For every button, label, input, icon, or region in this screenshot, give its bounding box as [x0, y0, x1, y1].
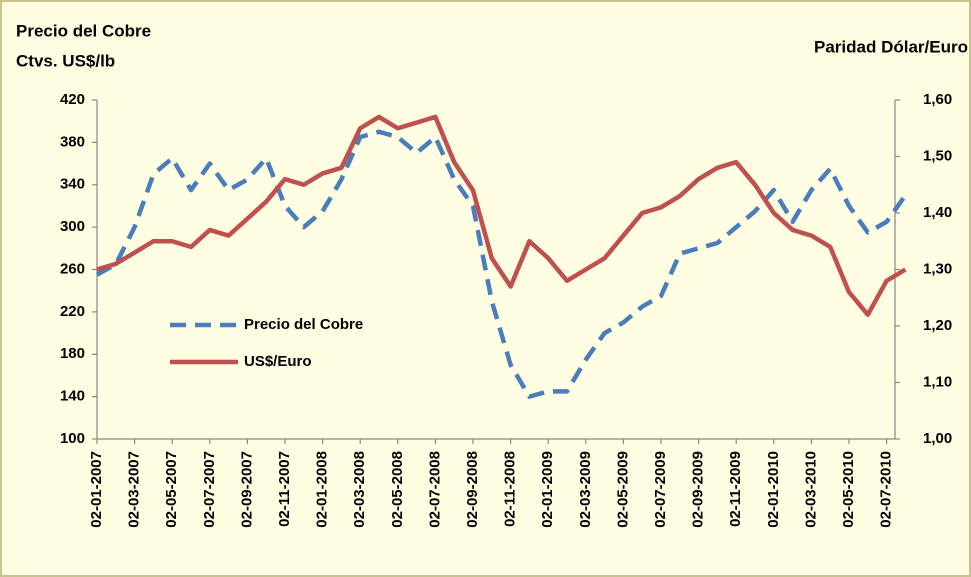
x-tick-label: 02-07-2007 — [201, 451, 218, 528]
y2-tick-label: 1,50 — [923, 147, 952, 164]
y-tick-label: 340 — [60, 176, 85, 193]
x-tick-label: 02-09-2009 — [690, 451, 707, 528]
y-tick-label: 100 — [60, 430, 85, 447]
y2-tick-label: 1,20 — [923, 317, 952, 334]
y-tick-label: 180 — [60, 345, 85, 362]
x-tick-label: 02-07-2008 — [426, 451, 443, 528]
x-tick-label: 02-09-2008 — [464, 451, 481, 528]
y2-tick-label: 1,00 — [923, 430, 952, 447]
x-tick-label: 02-05-2009 — [614, 451, 631, 528]
legend-label: Precio del Cobre — [244, 316, 363, 333]
x-tick-label: 02-05-2008 — [389, 451, 406, 528]
y-tick-label: 260 — [60, 260, 85, 277]
series-line — [95, 129, 908, 399]
y2-tick-label: 1,10 — [923, 373, 952, 390]
y-axis-title: Precio del Cobre — [16, 21, 151, 40]
y-tick-label: 380 — [60, 133, 85, 150]
x-tick-label: 02-03-2009 — [577, 451, 594, 528]
y2-tick-label: 1,60 — [923, 91, 952, 108]
x-tick-label: 02-03-2007 — [126, 451, 143, 528]
y-axis-unit: Ctvs. US$/lb — [16, 51, 115, 70]
x-tick-label: 02-01-2007 — [88, 451, 105, 528]
x-tick-label: 02-01-2008 — [314, 451, 331, 528]
x-tick-label: 02-07-2009 — [652, 451, 669, 528]
x-tick-label: 02-01-2010 — [765, 451, 782, 528]
x-tick-label: 02-11-2008 — [502, 451, 519, 527]
x-tick-label: 02-01-2009 — [539, 451, 556, 528]
x-tick-label: 02-11-2007 — [276, 451, 293, 527]
x-tick-label: 02-05-2010 — [840, 451, 857, 528]
y2-axis-title: Paridad Dólar/Euro — [814, 37, 968, 56]
y2-tick-label: 1,40 — [923, 204, 952, 221]
y-tick-label: 220 — [60, 303, 85, 320]
x-tick-label: 02-05-2007 — [163, 451, 180, 528]
y-tick-label: 140 — [60, 388, 85, 405]
x-tick-label: 02-11-2009 — [727, 451, 744, 527]
legend-label: US$/Euro — [244, 353, 312, 370]
x-tick-label: 02-03-2010 — [802, 451, 819, 528]
x-tick-label: 02-03-2008 — [351, 451, 368, 528]
x-tick-label: 02-07-2010 — [878, 451, 895, 528]
y2-tick-label: 1,30 — [923, 260, 952, 277]
y-tick-label: 300 — [60, 218, 85, 235]
y-tick-label: 420 — [60, 91, 85, 108]
x-tick-label: 02-09-2007 — [238, 451, 255, 528]
series-line — [96, 114, 907, 317]
